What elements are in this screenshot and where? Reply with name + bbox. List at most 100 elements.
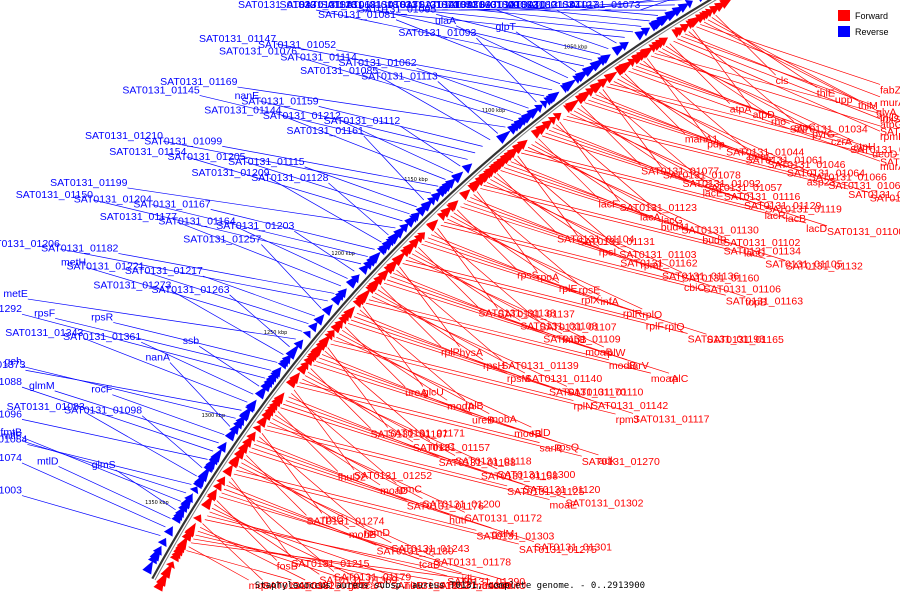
gene-label: metE bbox=[3, 288, 28, 300]
leader-line bbox=[59, 248, 328, 302]
gene-label: lacB bbox=[786, 213, 806, 225]
reverse-feature bbox=[313, 314, 325, 326]
gene-label: SAT0131_01105 bbox=[765, 258, 842, 270]
leader-line bbox=[176, 221, 342, 287]
leader-line bbox=[538, 138, 599, 199]
gene-label: SAT0131_01049 bbox=[850, 144, 900, 156]
leader-line bbox=[368, 299, 609, 361]
gene-label: SAT0131_01274 bbox=[306, 515, 384, 527]
leader-line bbox=[696, 26, 881, 98]
gene-label: SAT0131_01343 bbox=[5, 327, 83, 339]
leader-line bbox=[127, 187, 396, 229]
gene-label: SAT0131_01150 bbox=[16, 189, 93, 201]
gene-label: SAT0131_01109 bbox=[543, 333, 620, 345]
gene-label: rplB bbox=[465, 400, 484, 412]
gene-label: rpmC bbox=[396, 483, 422, 495]
leader-line bbox=[202, 275, 316, 317]
reverse-feature bbox=[404, 214, 418, 228]
gene-label: SAT0131_01187 bbox=[371, 428, 448, 440]
gene-label: SAT0131_01140 bbox=[525, 373, 602, 385]
gene-label: mtlF bbox=[2, 430, 22, 442]
gene-label: SAT0131_01088 bbox=[0, 376, 22, 388]
tick-label: 1200 kbp bbox=[331, 251, 355, 257]
leader-line bbox=[552, 127, 703, 188]
gene-label: mobB bbox=[349, 529, 376, 541]
reverse-feature bbox=[507, 123, 520, 135]
leader-line bbox=[86, 267, 303, 332]
gene-label: SAT0131_01112 bbox=[324, 115, 401, 127]
gene-label: SAT0131_01165 bbox=[707, 334, 784, 346]
gene-label: adk bbox=[598, 455, 616, 467]
reverse-feature bbox=[574, 69, 590, 83]
leader-line bbox=[606, 86, 881, 158]
gene-label: sarR bbox=[540, 443, 563, 455]
gene-label: rplO bbox=[642, 309, 662, 321]
leader-line bbox=[344, 326, 406, 388]
forward-feature bbox=[459, 189, 471, 201]
gene-label: geh bbox=[4, 355, 22, 367]
gene-label: fhuD2 bbox=[338, 471, 366, 483]
leader-line bbox=[304, 375, 456, 456]
gene-label: rpsE bbox=[579, 284, 601, 296]
forward-feature bbox=[222, 464, 234, 477]
reverse-feature bbox=[189, 486, 199, 495]
gene-label: SAT0131_01046 bbox=[767, 159, 845, 171]
gene-label: SAT0131_01106 bbox=[704, 284, 781, 296]
forward-feature bbox=[365, 283, 376, 295]
leader-line bbox=[692, 28, 753, 110]
gene-label: SAT0131_01083 bbox=[7, 401, 85, 413]
gene-label: SAT0131_01062 bbox=[339, 57, 417, 69]
forward-feature bbox=[216, 476, 226, 487]
leader-line bbox=[387, 279, 628, 361]
gene-label: SAT0131_01031 bbox=[339, 0, 417, 11]
forward-feature bbox=[552, 112, 562, 122]
leader-line bbox=[245, 161, 410, 215]
leader-line bbox=[21, 419, 208, 460]
leader-line bbox=[537, 9, 650, 22]
gene-label: SAT0131_01209 bbox=[191, 167, 269, 179]
reverse-feature bbox=[147, 553, 157, 565]
reverse-feature bbox=[178, 500, 189, 513]
forward-feature bbox=[589, 83, 601, 94]
reverse-feature bbox=[345, 273, 360, 289]
gene-label: tcaA bbox=[362, 580, 383, 592]
gene-label: SAT0131_01107 bbox=[539, 322, 616, 334]
leader-line bbox=[199, 527, 306, 581]
gene-label: SAT0131_01018 bbox=[320, 0, 398, 11]
gene-label: SAT0131_01170 bbox=[549, 387, 626, 399]
forward-feature bbox=[228, 457, 238, 469]
reverse-feature bbox=[430, 191, 442, 203]
leader-line bbox=[304, 166, 417, 208]
backbone-ring bbox=[151, 0, 717, 581]
leader-line bbox=[519, 0, 684, 11]
forward-feature bbox=[467, 183, 477, 193]
gene-label: SAT0131_01303 bbox=[476, 530, 554, 542]
leader-line bbox=[580, 105, 642, 166]
gene-label: atpH bbox=[853, 141, 875, 153]
forward-feature bbox=[719, 0, 731, 9]
leader-line bbox=[259, 100, 476, 154]
reverse-feature bbox=[233, 417, 244, 430]
leader-line bbox=[541, 135, 828, 227]
gene-label: SAT0131_01164 bbox=[158, 216, 235, 228]
reverse-feature bbox=[611, 43, 626, 56]
gene-label: SAT0131_01115 bbox=[228, 156, 305, 168]
gene-label: SAT0131_01373 bbox=[0, 359, 26, 371]
leader-line bbox=[25, 369, 242, 411]
gene-label: SAT0131_01182 bbox=[41, 242, 118, 254]
forward-feature bbox=[563, 105, 572, 114]
leader-line bbox=[21, 437, 181, 502]
gene-label: SAT0131_01361 bbox=[63, 331, 141, 343]
gene-label: SAT0131_01130 bbox=[682, 224, 759, 236]
leader-line bbox=[210, 209, 375, 250]
gene-label: rplF bbox=[646, 320, 664, 332]
gene-label: SAT0131_01217 bbox=[125, 265, 203, 277]
leader-line bbox=[421, 243, 707, 335]
gene-label: SAT0131_01199 bbox=[50, 177, 127, 189]
leader-line bbox=[534, 141, 641, 212]
leader-line bbox=[545, 132, 786, 214]
gene-label: SAT0131_01188 bbox=[439, 457, 516, 469]
tick-label: 1350 kbp bbox=[145, 500, 169, 506]
gene-label: SAT0131_01060 bbox=[418, 0, 496, 11]
reverse-feature bbox=[461, 163, 473, 174]
